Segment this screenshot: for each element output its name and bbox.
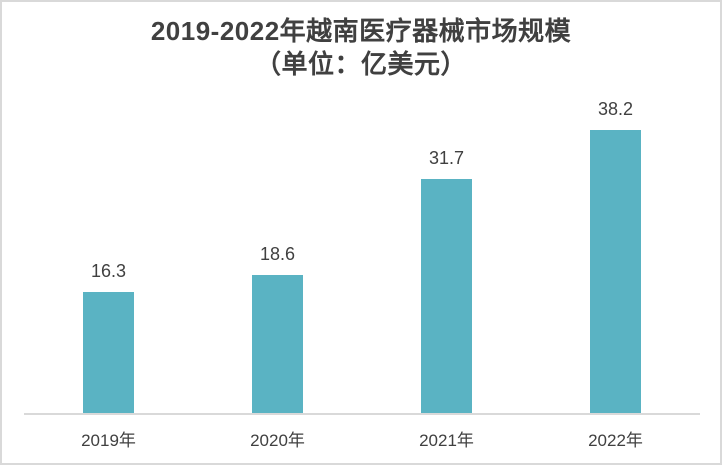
bar (590, 130, 641, 413)
x-axis-labels: 2019年 2020年 2021年 2022年 (24, 426, 700, 451)
x-axis-tick-label: 2019年 (81, 431, 136, 450)
bar (421, 179, 472, 413)
bar-value-label: 16.3 (90, 261, 127, 281)
chart-title-line2: （单位：亿美元） (254, 49, 467, 80)
x-axis-tick-label: 2022年 (588, 431, 643, 450)
x-axis-tick-label: 2021年 (419, 431, 474, 450)
bar-column: 18.6 (193, 95, 362, 413)
chart-title: 2019-2022年越南医疗器械市场规模 （单位：亿美元） (2, 15, 720, 81)
x-axis-tick-label: 2020年 (250, 431, 305, 450)
bar-value-label: 38.2 (597, 99, 634, 119)
bar-column: 31.7 (362, 95, 531, 413)
bar (252, 275, 303, 413)
bar (83, 292, 134, 413)
bar-column: 16.3 (24, 95, 193, 413)
bar-column: 38.2 (531, 95, 700, 413)
plot-area: 16.3 18.6 31.7 38.2 (24, 95, 700, 415)
bar-value-label: 31.7 (428, 148, 465, 168)
chart-title-line1: 2019-2022年越南医疗器械市场规模 (150, 16, 572, 46)
bar-value-label: 18.6 (259, 244, 296, 264)
